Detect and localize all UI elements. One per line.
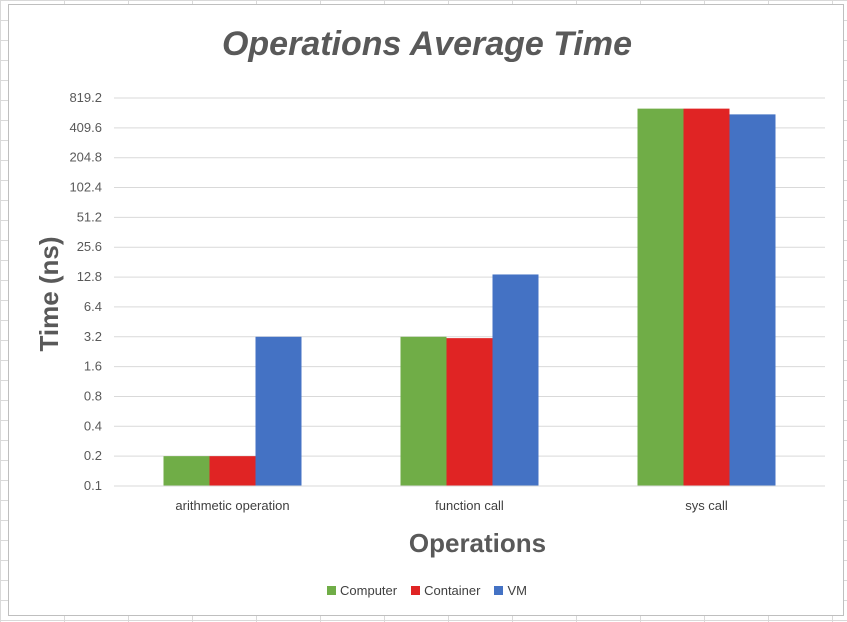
- bar[interactable]: [400, 336, 447, 486]
- legend-label: Container: [424, 583, 481, 598]
- legend-item[interactable]: VM: [494, 583, 527, 598]
- bar[interactable]: [683, 108, 730, 487]
- x-category-label: arithmetic operation: [175, 498, 289, 513]
- bar[interactable]: [637, 108, 684, 487]
- y-tick-label: 25.6: [77, 239, 102, 254]
- legend-label: Computer: [340, 583, 398, 598]
- x-category-label: function call: [435, 498, 504, 513]
- y-tick-label: 409.6: [69, 120, 102, 135]
- legend-label: VM: [507, 583, 527, 598]
- x-category-label: sys call: [685, 498, 728, 513]
- chart-plot: 0.1 0.2 0.4 0.8 1.6 3.2 6.4 12.8 25.6 51.2 102.4 20…: [34, 90, 825, 558]
- legend-item[interactable]: Computer: [327, 583, 397, 598]
- y-tick-label: 6.4: [84, 299, 102, 314]
- y-tick-label: 0.4: [84, 418, 102, 433]
- bar[interactable]: [446, 338, 493, 486]
- y-axis-title: Time (ns): [34, 236, 64, 351]
- y-tick-label: 0.8: [84, 388, 102, 403]
- bar[interactable]: [492, 274, 539, 486]
- y-tick-label: 204.8: [69, 150, 102, 165]
- y-tick-label: 51.2: [77, 209, 102, 224]
- y-tick-label: 0.1: [84, 478, 102, 493]
- bar[interactable]: [209, 456, 256, 486]
- y-tick-label: 102.4: [69, 180, 102, 195]
- x-axis-title: Operations: [409, 528, 546, 558]
- legend-swatch: [494, 586, 504, 595]
- legend-item[interactable]: Container: [411, 583, 480, 598]
- y-tick-label: 0.2: [84, 448, 102, 463]
- y-tick-label: 1.6: [84, 359, 102, 374]
- y-tick-label: 3.2: [84, 329, 102, 344]
- y-tick-label: 819.2: [69, 90, 102, 105]
- bar[interactable]: [163, 456, 210, 486]
- y-tick-label: 12.8: [77, 269, 102, 284]
- chart-area[interactable]: Operations Average Time 0.1 0.2 0.4 0.8 1.6 3…: [8, 4, 844, 616]
- bar[interactable]: [255, 336, 302, 486]
- bar[interactable]: [729, 114, 776, 486]
- chart-legend[interactable]: Computer Container VM: [9, 583, 845, 598]
- chart-title: Operations Average Time: [221, 25, 633, 63]
- legend-swatch: [327, 586, 337, 595]
- legend-swatch: [411, 586, 421, 595]
